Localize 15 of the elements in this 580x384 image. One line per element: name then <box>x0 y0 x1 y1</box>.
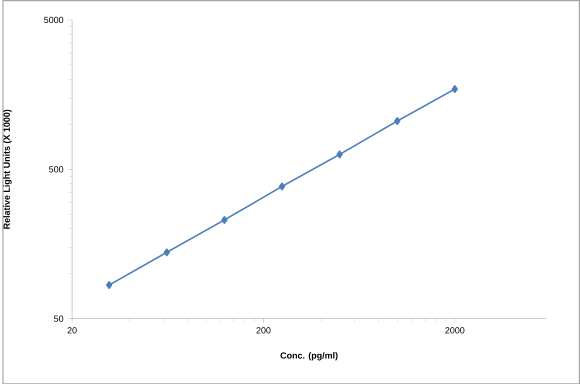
point <box>164 248 170 256</box>
point <box>278 182 286 190</box>
x-tick-label: 2000 <box>445 326 464 334</box>
y-tick-label: 500 <box>49 166 64 172</box>
y-axis-title: Relative Light Units (X 1000) <box>3 109 12 229</box>
y-tick-label: 5000 <box>44 16 64 23</box>
point <box>394 116 400 125</box>
point <box>336 150 343 158</box>
y-tick-label: 50 <box>54 315 64 322</box>
x-tick-label: 200 <box>256 326 271 334</box>
point <box>221 216 228 224</box>
x-axis-title: Conc. (pg/ml) <box>280 352 338 360</box>
point <box>452 84 458 93</box>
point <box>106 280 112 289</box>
x-tick-label: 20 <box>68 326 77 334</box>
